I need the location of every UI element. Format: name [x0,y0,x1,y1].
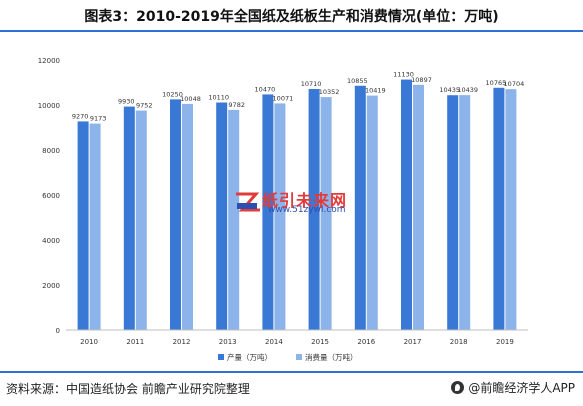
bar-consumption [274,103,286,330]
bar-consumption [89,123,101,330]
data-label-production: 10470 [255,85,276,93]
brand-logo-icon [451,381,465,394]
y-tick-label: 2000 [42,282,60,290]
bar-production [170,99,181,330]
bar-production [493,87,505,330]
x-tick-label: 2010 [80,338,98,346]
bar-consumption [366,95,378,330]
x-tick-label: 2013 [219,338,237,346]
x-tick-label: 2018 [450,338,468,346]
y-tick-label: 8000 [42,147,60,155]
legend-label: 产量（万吨） [227,352,272,362]
legend-label: 消费量（万吨） [305,352,358,362]
watermark-text: 纸引未来网 [262,191,348,210]
bar-production [401,79,412,330]
bar-consumption [459,95,471,330]
bar-production [262,94,274,330]
data-label-production: 10250 [162,90,183,98]
data-label-consumption: 10419 [365,87,386,95]
x-tick-label: 2016 [357,338,375,346]
y-tick-label: 10000 [38,102,60,110]
data-label-consumption: 9752 [136,102,153,110]
x-axis: 2010 2011 2012 2013 2014 2015 2016 2017 2018 2019 [66,329,528,346]
bar-production [308,89,320,331]
bar-consumption [320,97,332,330]
data-label-consumption: 9173 [90,115,107,123]
bar-consumption [182,103,193,330]
bar-production [77,121,89,330]
x-tick-label: 2012 [173,338,191,346]
y-tick-label: 12000 [38,57,60,65]
y-tick-label: 4000 [42,237,60,245]
legend-swatch [296,354,302,360]
data-label-consumption: 10897 [411,76,432,84]
data-label-production: 10855 [347,77,368,85]
brand-credit: @前瞻经济学人APP [451,379,575,396]
watermark-icon [236,192,260,212]
bar-chart: 0 2000 4000 6000 8000 10000 12000 9270 9173 9930… [38,57,528,362]
x-tick-label: 2011 [126,338,144,346]
legend: 产量（万吨） 消费量（万吨） [218,352,358,362]
legend-swatch [218,354,224,360]
chart-title: 图表3：2010-2019年全国纸及纸板生产和消费情况(单位：万吨) [84,9,499,25]
data-label-consumption: 10048 [180,95,201,103]
data-label-consumption: 10071 [273,94,294,102]
footer-divider [0,371,583,373]
watermark-logo: 纸引未来网 www.51zywl.com [234,190,352,218]
data-label-production: 10110 [208,94,229,102]
title-divider [0,30,583,32]
data-label-consumption: 10439 [457,86,478,94]
data-label-consumption: 9782 [228,101,245,109]
data-label-production: 10435 [439,86,460,94]
bar-production [216,102,228,331]
data-label-production: 10765 [486,79,507,87]
data-label-consumption: 10704 [504,80,525,88]
data-label-production: 10710 [301,80,322,88]
y-tick-label: 6000 [42,192,60,200]
x-tick-label: 2019 [496,338,514,346]
bar-consumption [505,89,517,330]
bar-consumption [228,109,240,330]
x-tick-label: 2015 [311,338,329,346]
data-label-production: 11130 [393,71,414,79]
data-label-production: 9270 [72,112,89,120]
bar-consumption [413,84,424,330]
y-tick-label: 0 [56,327,60,335]
watermark-url: www.51zywl.com [268,205,346,215]
bar-consumption [135,110,147,330]
data-label-production: 9930 [118,98,135,106]
brand-text: @前瞻经济学人APP [468,381,575,395]
bars [77,79,517,331]
source-note: 资料来源：中国造纸协会 前瞻产业研究院整理 [6,382,250,396]
x-tick-label: 2017 [404,338,422,346]
data-label-consumption: 10352 [319,88,340,96]
bar-production [123,106,135,330]
y-axis: 0 2000 4000 6000 8000 10000 12000 [38,57,60,335]
bar-production [354,85,366,330]
x-tick-label: 2014 [265,338,283,346]
bar-production [447,95,459,331]
